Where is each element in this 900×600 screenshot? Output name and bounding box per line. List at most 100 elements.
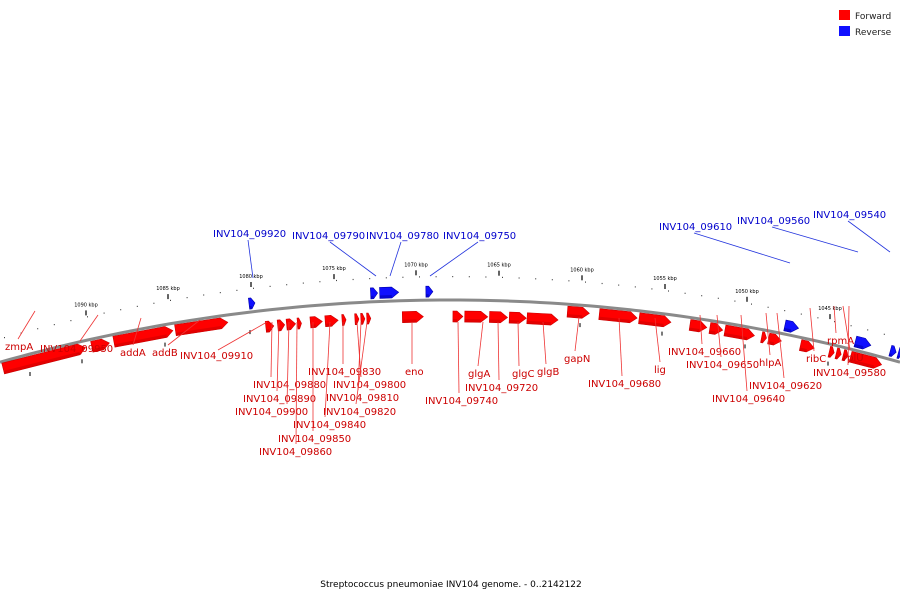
forward-label-leader [517, 321, 520, 367]
scale-dot [20, 332, 22, 334]
scale-minor-tick [164, 342, 166, 347]
scale-dot [435, 276, 437, 278]
gene-arrow-body [853, 335, 872, 350]
forward-gene-label: rpmA [827, 336, 854, 347]
gene-arrow-shade [370, 295, 374, 299]
forward-gene-label: INV104_09680 [588, 379, 661, 390]
forward-gene-label: INV104_09910 [180, 351, 253, 362]
gene-arrow-shade [114, 334, 168, 348]
forward-gene [296, 317, 302, 330]
gene-arrow-shade [325, 323, 332, 327]
forward-gene-label: INV104_09810 [326, 393, 399, 404]
gene-arrow-shade [249, 305, 253, 310]
forward-gene [827, 345, 835, 358]
forward-label-leader [167, 319, 201, 346]
reverse-gene-label: INV104_09610 [659, 222, 732, 233]
forward-label-leader [17, 310, 36, 340]
scale-dot [136, 305, 138, 307]
scale-tick [415, 270, 417, 276]
scale-dot [402, 276, 404, 278]
legend-reverse-label: Reverse [855, 28, 892, 38]
gene-arrow-shade [175, 325, 222, 336]
forward-gene [798, 339, 815, 353]
forward-gene [309, 316, 323, 329]
scale-tick [250, 282, 252, 287]
scale-dot [170, 299, 171, 301]
forward-gene-label: ribC [806, 354, 826, 365]
forward-label-leader [740, 314, 748, 392]
forward-gene [452, 310, 464, 323]
forward-label-leader [847, 305, 850, 366]
scale-dot [153, 302, 155, 304]
kbp-label: 1045 kbp [818, 306, 842, 312]
gene-arrow-shade [708, 330, 716, 335]
forward-gene-label: INV104_09950 [40, 344, 113, 355]
forward-gene-label: INV104_09860 [259, 447, 332, 458]
forward-label-leader [132, 317, 142, 346]
reverse-gene [248, 297, 256, 310]
feature-labels: zmpA INV104_09950 addA addB INV104_09910 INV1… [5, 210, 891, 458]
forward-gene [508, 311, 527, 324]
scale-dot [601, 282, 603, 285]
forward-gene [638, 312, 672, 328]
gene-arrow-shade [841, 357, 845, 361]
kbp-label: 1065 kbp [487, 263, 511, 269]
scale-minor-tick [29, 372, 31, 376]
scale: 1090 kbp 1085 kbp 1080 kbp 1075 kbp 1070 kbp… [4, 262, 885, 376]
scale-minor-tick [827, 361, 829, 366]
gene-arrow-body [296, 317, 302, 330]
forward-label-leader [357, 321, 362, 391]
scale-dot [502, 276, 503, 278]
scale-dot [87, 316, 88, 318]
scale-dot [4, 337, 5, 339]
forward-gene [526, 312, 559, 326]
forward-gene-label: lig [654, 365, 666, 376]
gene-arrow-shade [489, 319, 501, 323]
scale-dot [286, 284, 288, 286]
forward-label-leader [776, 312, 785, 379]
scale-dot [568, 280, 570, 282]
scale-dot [535, 278, 537, 280]
scale-dot [70, 320, 72, 322]
forward-label-leader [654, 317, 661, 363]
forward-label-leader [765, 312, 771, 356]
scale-dot [618, 284, 620, 286]
scale-dot [219, 292, 221, 294]
gene-arrow-shade [379, 295, 392, 299]
scale-dot [883, 333, 885, 335]
scale-dot [468, 276, 470, 278]
gene-arrow-shade [598, 316, 630, 323]
scale-dot [120, 309, 122, 311]
scale-tick [167, 294, 169, 300]
gene-arrow-shade [3, 351, 81, 374]
forward-gene [401, 311, 424, 323]
gene-arrow-body [248, 297, 256, 310]
forward-gene-label: INV104_09850 [278, 434, 351, 445]
scale-dot [784, 310, 786, 312]
forward-gene-label: INV104_09800 [333, 380, 406, 391]
forward-label-leader [295, 321, 298, 445]
forward-label-leader [618, 317, 623, 377]
forward-gene [489, 311, 508, 324]
forward-gene [464, 310, 489, 323]
gene-arrow-shade [297, 325, 300, 330]
forward-label-leader [355, 321, 368, 405]
scale-dot [253, 287, 254, 289]
forward-label-leader [809, 307, 815, 352]
forward-label-leader [276, 321, 280, 392]
feature-track [1, 285, 900, 375]
forward-gene [354, 313, 360, 326]
forward-label-leader [79, 314, 99, 342]
gene-arrow-shade [853, 343, 864, 350]
forward-gene-label: INV104_09830 [308, 367, 381, 378]
kbp-label: 1080 kbp [239, 274, 263, 280]
scale-dot [867, 329, 869, 331]
gene-arrow-body [783, 319, 800, 333]
gene-arrow-shade [760, 339, 764, 343]
scale-dot [485, 276, 487, 278]
reverse-gene [370, 287, 378, 300]
gene-arrow-shade [638, 320, 664, 327]
forward-gene-label: INV104_09820 [323, 407, 396, 418]
gene-arrow-shade [355, 321, 357, 325]
reverse-gene-label: INV104_09780 [366, 231, 439, 242]
